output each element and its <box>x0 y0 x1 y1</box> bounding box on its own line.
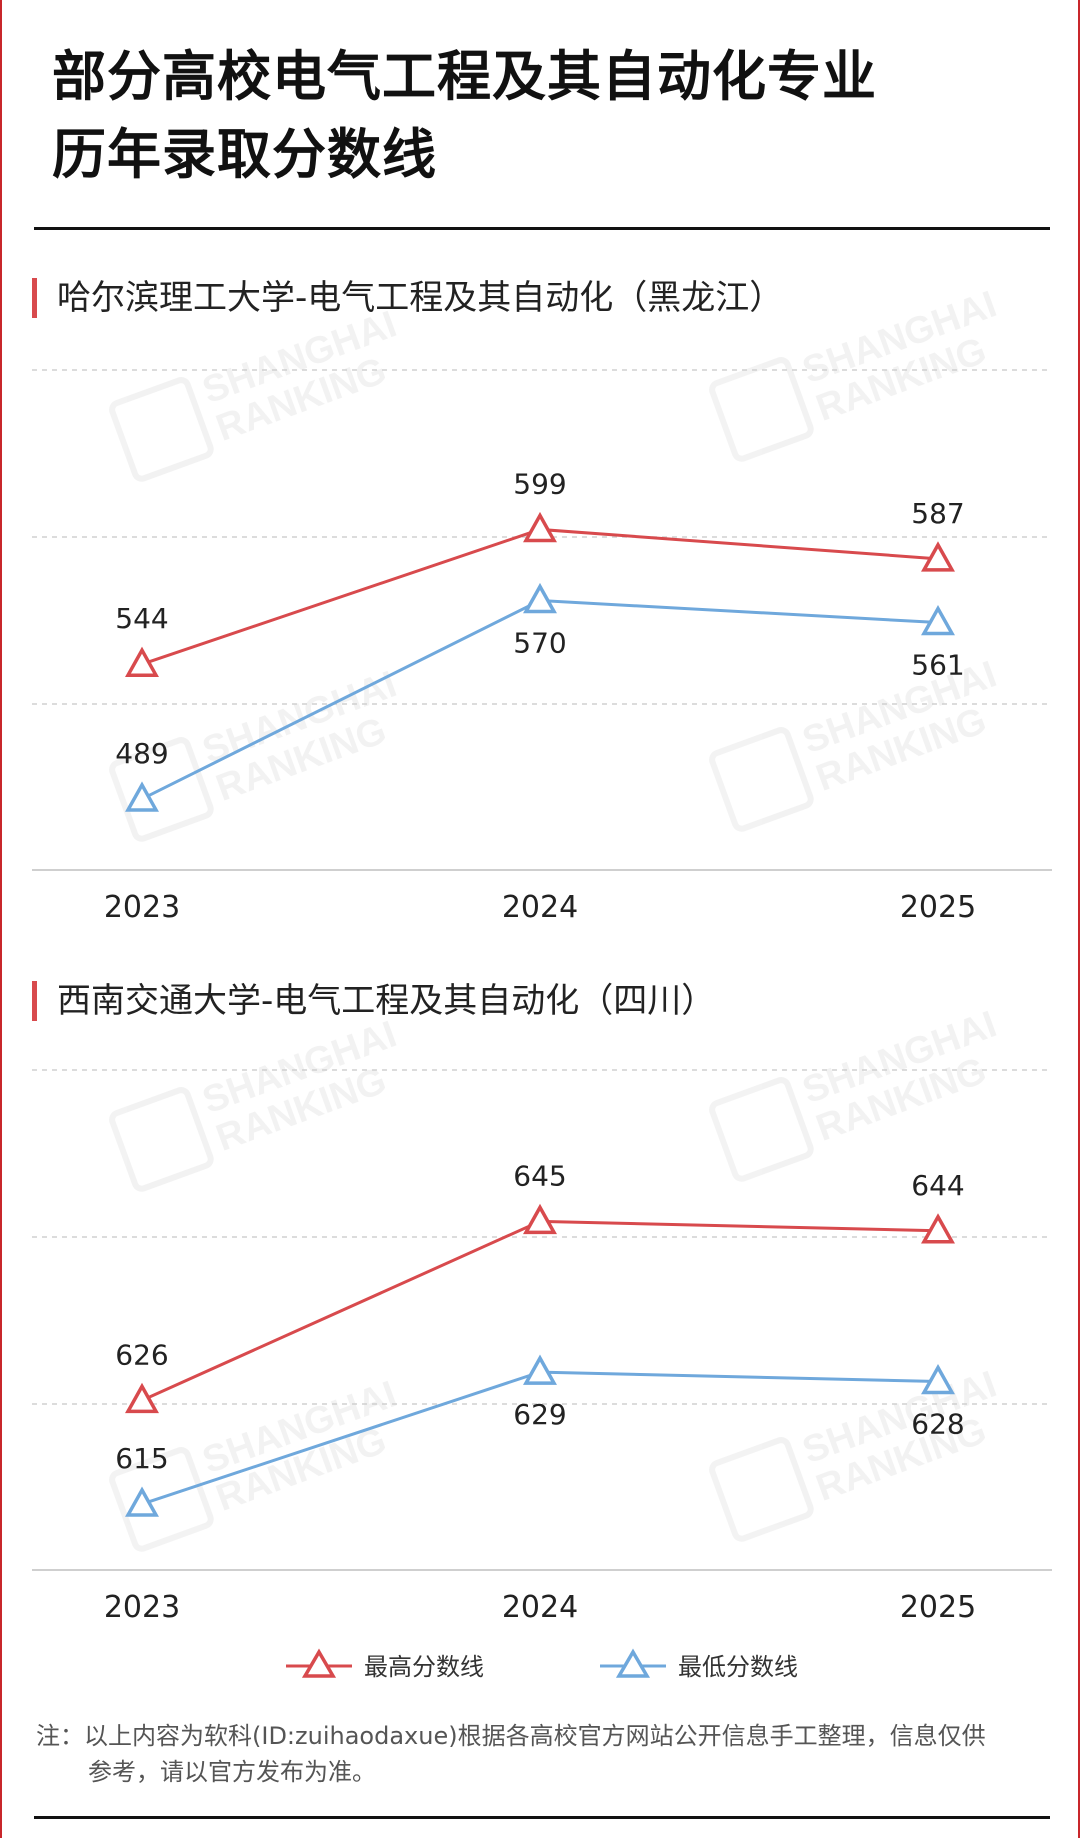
data-label: 599 <box>513 467 566 500</box>
x-tick-label: 2023 <box>104 1590 180 1625</box>
page-title-line1: 部分高校电气工程及其自动化专业 <box>52 45 877 108</box>
data-point-low <box>125 781 159 812</box>
series-line-low <box>141 1370 939 1506</box>
legend-item-high: 最高分数线 <box>284 1642 484 1686</box>
x-tick-label: 2024 <box>502 890 578 925</box>
chart-2-title: 西南交通大学-电气工程及其自动化（四川） <box>32 981 715 1021</box>
data-point-low <box>125 1486 159 1517</box>
data-label: 544 <box>115 602 168 635</box>
data-label: 615 <box>115 1442 168 1475</box>
legend-high-marker-icon <box>286 1648 352 1678</box>
data-point-high <box>125 1382 159 1414</box>
bottom-divider <box>34 1816 1050 1819</box>
top-divider <box>34 227 1050 230</box>
data-point-low <box>523 582 557 614</box>
data-point-high <box>523 511 557 543</box>
data-point-low <box>523 1354 557 1385</box>
data-label: 644 <box>911 1169 964 1202</box>
legend-label-high: 最高分数线 <box>364 1652 484 1681</box>
data-point-low <box>921 604 955 636</box>
chart-1: 2023 2024 2025 544 599 587 489 570 561 <box>32 369 1052 925</box>
x-tick-label: 2025 <box>900 890 976 925</box>
data-label: 626 <box>115 1338 168 1371</box>
footnote: 注：以上内容为软科(ID:zuihaodaxue)根据各高校官方网站公开信息手工… <box>36 1718 1046 1790</box>
chart-1-title: 哈尔滨理工大学-电气工程及其自动化（黑龙江） <box>32 278 783 318</box>
x-tick-label: 2024 <box>502 1590 578 1625</box>
x-tick-label: 2023 <box>104 890 180 925</box>
footnote-line2: 参考，请以官方发布为准。 <box>88 1758 376 1786</box>
page-title-line2: 历年录取分数线 <box>52 123 437 186</box>
x-tick-label: 2025 <box>900 1590 976 1625</box>
data-point-high <box>921 1213 955 1244</box>
data-label: 587 <box>911 497 964 530</box>
data-label: 629 <box>513 1398 566 1431</box>
footnote-line1: 注：以上内容为软科(ID:zuihaodaxue)根据各高校官方网站公开信息手工… <box>36 1722 986 1750</box>
data-label: 561 <box>911 649 964 682</box>
data-label: 628 <box>911 1408 964 1441</box>
data-label: 489 <box>115 737 168 770</box>
data-label: 570 <box>513 627 566 660</box>
data-point-high <box>523 1203 557 1235</box>
data-point-high <box>921 541 955 572</box>
data-point-high <box>125 646 159 677</box>
data-point-low <box>921 1363 955 1395</box>
data-label: 645 <box>513 1159 566 1192</box>
legend-low-marker-icon <box>600 1648 666 1678</box>
page-title: 部分高校电气工程及其自动化专业 历年录取分数线 <box>52 38 1032 194</box>
legend-item-low: 最低分数线 <box>598 1642 798 1686</box>
chart-2: 2023 2024 2025 626 645 644 615 629 628 <box>32 1069 1052 1625</box>
legend-label-low: 最低分数线 <box>678 1652 798 1681</box>
legend: 最高分数线 最低分数线 <box>2 1642 1080 1686</box>
